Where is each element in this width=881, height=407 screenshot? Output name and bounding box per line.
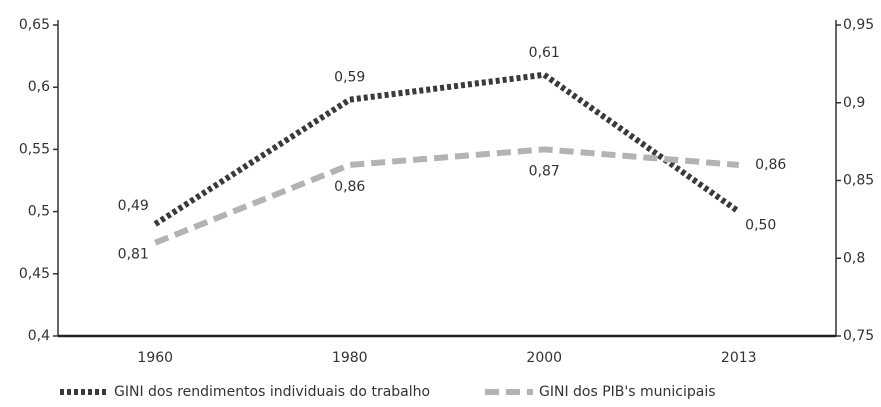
data-label: 0,59	[334, 70, 365, 86]
data-label: 0,86	[755, 157, 786, 173]
data-label: 0,49	[118, 198, 149, 214]
y-tick-label: 0,55	[19, 141, 50, 157]
x-tick-label: 1960	[137, 350, 173, 366]
y-tick-label: 0,6	[28, 79, 50, 95]
y-tick-label: 0,65	[19, 17, 50, 33]
series-line	[153, 71, 741, 227]
data-label: 0,87	[529, 163, 560, 179]
data-label: 0,86	[334, 179, 365, 195]
y-tick-label: 0,4	[28, 328, 50, 344]
series-line	[154, 146, 739, 246]
y2-tick-label: 0,85	[843, 173, 874, 189]
data-label: 0,81	[118, 247, 149, 263]
data-label: 0,61	[529, 45, 560, 61]
y2-tick-label: 0,95	[843, 17, 874, 33]
x-tick-label: 1980	[332, 350, 368, 366]
y-tick-label: 0,45	[19, 266, 50, 282]
data-label: 0,50	[745, 218, 776, 234]
y-tick-label: 0,5	[28, 204, 50, 220]
y2-tick-label: 0,75	[843, 328, 874, 344]
y2-tick-label: 0,8	[843, 250, 865, 266]
legend-label: GINI dos rendimentos individuais do trab…	[114, 384, 430, 400]
x-tick-label: 2000	[526, 350, 562, 366]
legend-label: GINI dos PIB's municipais	[539, 384, 716, 400]
x-tick-label: 2013	[721, 350, 757, 366]
y2-tick-label: 0,9	[843, 95, 865, 111]
